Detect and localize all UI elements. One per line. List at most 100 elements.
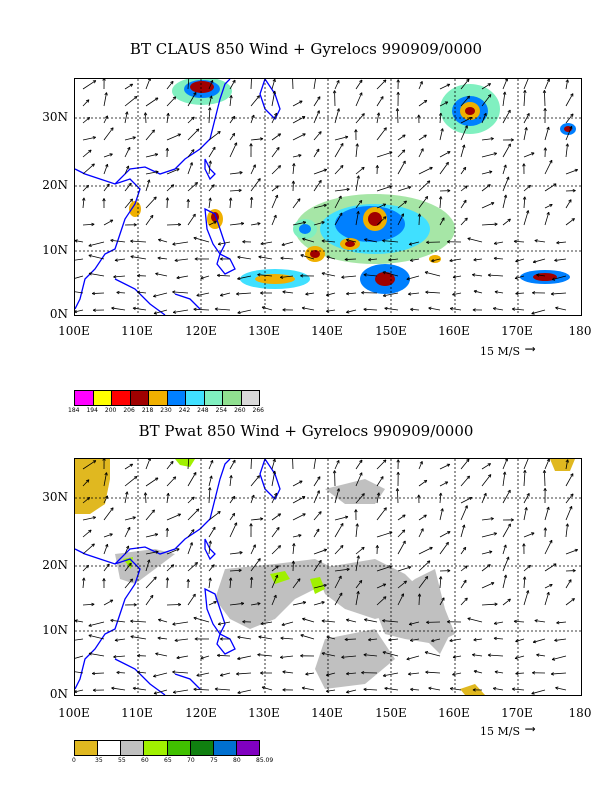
wind-vector [533,258,546,263]
wind-vector-head [116,290,120,295]
wind-vector [313,96,321,107]
wind-vector [82,543,95,555]
wind-vector-head [281,242,285,247]
wind-vector [260,241,273,245]
wind-vector [439,481,449,487]
wind-vector-head [574,168,578,173]
wind-vector [229,189,242,192]
wind-vector [250,197,253,209]
panel2-lon-label: 160E [438,706,470,720]
wind-vector-head [177,513,182,517]
wind-vector [439,83,450,90]
wind-vector-head [277,545,282,549]
wind-vector [439,463,450,470]
colorbar-tick: 194 [86,407,98,414]
wind-vector-head [447,569,451,573]
wind-vector-head [402,134,406,138]
wind-vector-head [493,152,497,156]
wind-vector [514,275,525,279]
wind-vector [467,617,483,623]
wind-vector-head [549,583,553,588]
wind-vector [187,593,196,606]
wind-vector [551,672,567,675]
wind-vector [523,184,531,192]
colorbar-swatch [213,741,237,755]
wind-vector-head [186,199,190,203]
wind-vector [292,100,303,107]
wind-vector-head [231,132,236,137]
wind-vector-head [534,619,538,623]
wind-vector-head [376,492,381,496]
wind-vector [493,257,504,260]
wind-vector-head [487,463,491,467]
wind-vector-head [401,529,406,533]
wind-vector-head [104,495,108,499]
wind-vector-head [151,509,155,513]
wind-vector-head [556,620,560,625]
wind-vector-head [174,638,178,643]
wind-vector-head [464,125,468,129]
panel1-lat-label: 10N [42,243,68,257]
wind-vector [523,113,530,124]
wind-vector [363,654,378,657]
wind-vector-head [472,273,476,277]
wind-vector-head [172,290,176,294]
wind-vector [523,590,529,606]
wind-vector [75,291,84,294]
wind-vector-head [216,653,221,658]
wind-vector-head [429,546,433,550]
wind-vector [103,533,113,538]
wind-vector-head [388,258,392,262]
wind-vector [229,79,236,90]
wind-vector [237,256,252,260]
wind-vector [544,506,550,521]
wind-vector [460,459,470,470]
wind-vector-head [75,239,78,243]
panel2-wind-vectors [75,459,578,695]
panel1-ref-arrow-icon: ⟶ [526,341,535,357]
wind-vector [502,544,507,555]
wind-vector-head [469,496,473,501]
wind-vector-head [382,459,387,463]
wind-vector-head [483,492,487,497]
wind-vector [321,652,336,657]
wind-vector-head [419,461,423,465]
wind-vector-head [361,670,365,675]
wind-vector-head [211,564,215,568]
wind-vector [258,256,273,260]
wind-vector [565,579,572,589]
wind-vector-head [208,107,212,111]
wind-vector [376,96,384,107]
wind-vector [523,196,526,209]
wind-vector-head [358,199,363,204]
wind-vector [103,183,110,192]
wind-vector-head [440,128,444,132]
wind-vector-head [292,543,296,547]
wind-vector-head [384,686,388,691]
wind-vector-head [463,579,467,584]
wind-vector-head [438,196,443,200]
wind-vector-head [273,214,277,219]
wind-vector [208,511,221,521]
wind-vector [271,79,276,90]
wind-vector [280,257,294,260]
wind-vector-head [193,616,197,620]
wind-vector-head [177,222,182,227]
wind-vector [355,580,363,589]
wind-vector-head [446,83,451,87]
wind-vector-head [282,670,286,674]
wind-vector-head [154,477,159,481]
wind-vector [103,507,114,521]
wind-vector [88,272,105,277]
wind-vector-head [276,526,280,531]
wind-vector-head [300,654,304,658]
panel1-lon-label: 120E [185,324,217,338]
wind-vector-head [326,293,330,297]
wind-vector [166,197,168,209]
wind-vector-head [336,488,340,492]
wind-vector [533,638,546,643]
wind-vector [292,116,306,124]
wind-vector [208,160,211,175]
wind-vector-head [526,113,530,117]
wind-vector-head [280,636,284,640]
